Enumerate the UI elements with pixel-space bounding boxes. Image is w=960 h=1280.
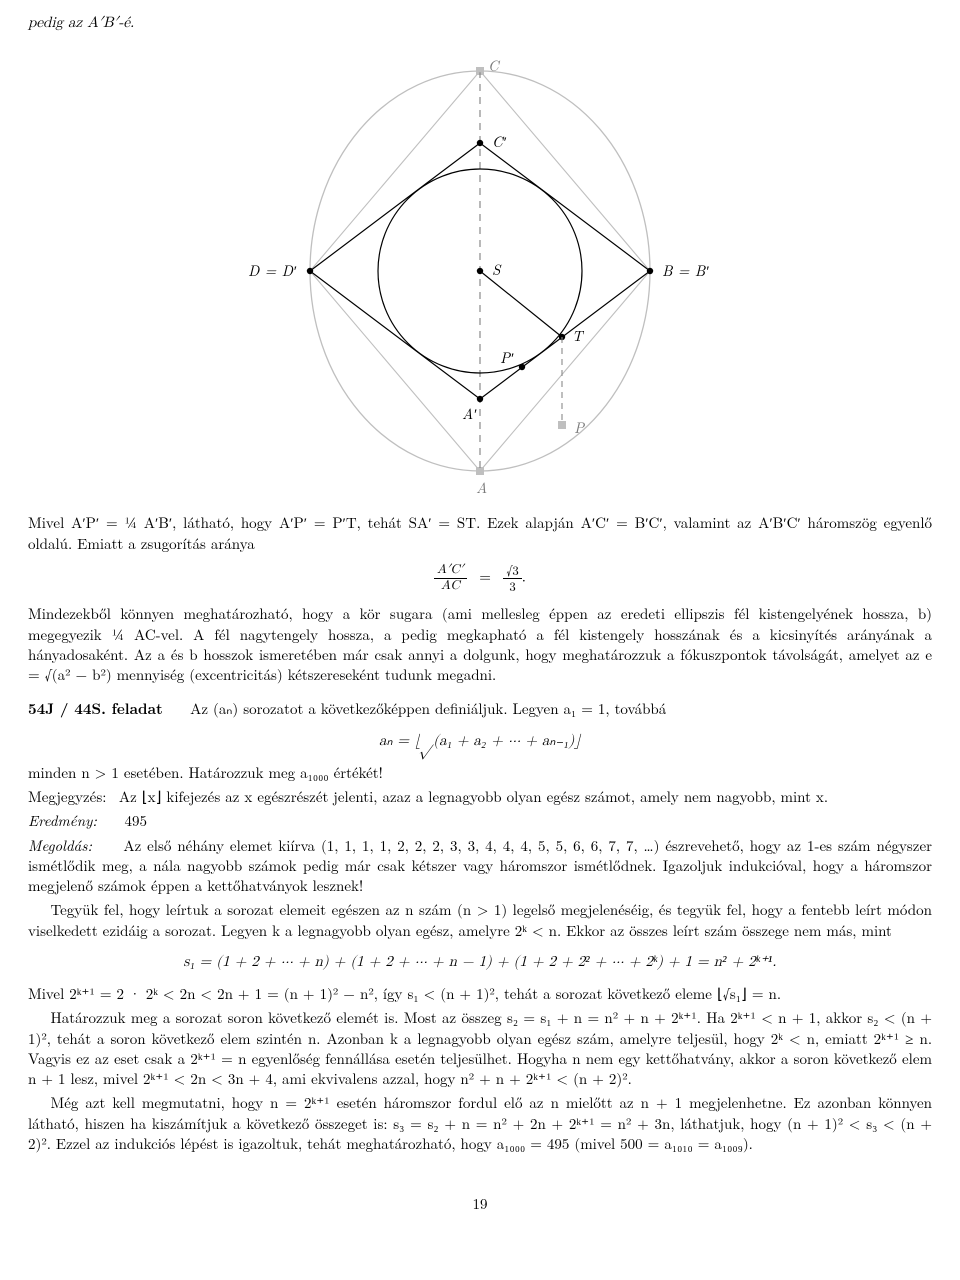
label-Cp: C′ (492, 131, 507, 152)
intro-line: pedig az A′B′-é. (28, 12, 932, 33)
label-Pp: P′ (500, 347, 514, 368)
equation-2: aₙ = ⌊√(a₁ + a₂ + ··· + aₙ₋₁)⌋ (28, 730, 932, 751)
task-line: 54J / 44S. feladat Az (aₙ) sorozatot a k… (28, 699, 932, 719)
solution-3a: Mivel 2ᵏ⁺¹ = 2 · 2ᵏ < 2n < 2n + 1 = (n +… (28, 984, 932, 1004)
page-number: 19 (28, 1194, 932, 1214)
equation-1: A′C′AC = √33. (28, 564, 932, 593)
para-1: Mivel A′P′ = ¼ A′B′, látható, hogy A′P′ … (28, 513, 932, 554)
label-P: P (574, 417, 585, 438)
result-line: Eredmény: 495 (28, 811, 932, 831)
note-line: Megjegyzés: Az ⌊x⌋ kifejezés az x egészr… (28, 787, 932, 807)
label-T: T (572, 325, 585, 346)
solution-2: Tegyük fel, hogy leírtuk a sorozat eleme… (28, 900, 932, 941)
para-2: Mindezekből könnyen meghatározható, hogy… (28, 604, 932, 685)
solution-1: Megoldás: Az első néhány elemet kiírva (… (28, 836, 932, 897)
label-D: D = D′ (248, 260, 297, 281)
equation-3: s₁ = (1 + 2 + ··· + n) + (1 + 2 + ··· + … (28, 951, 932, 972)
solution-4: Még azt kell megmutatni, hogy n = 2ᵏ⁺¹ e… (28, 1093, 932, 1154)
figure-svg: C A D = D′ B = B′ C′ A′ S T P′ (240, 41, 720, 501)
solution-3b: Határozzuk meg a sorozat soron következő… (28, 1008, 932, 1089)
para-3: minden n > 1 esetében. Határozzuk meg a₁… (28, 763, 932, 783)
label-A: A (476, 477, 487, 498)
label-S: S (492, 259, 502, 280)
label-Ap: A′ (462, 403, 477, 424)
label-B: B = B′ (662, 260, 709, 281)
geometry-figure: C A D = D′ B = B′ C′ A′ S T P′ (28, 41, 932, 501)
